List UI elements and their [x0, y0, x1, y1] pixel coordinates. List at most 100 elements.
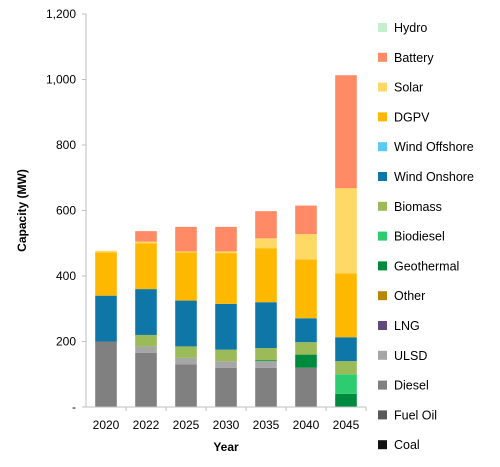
legend-label: Hydro — [394, 21, 427, 35]
legend-swatch — [378, 261, 387, 271]
legend-swatch — [378, 201, 387, 211]
y-tick-label: 200 — [56, 335, 76, 349]
bar-segment — [135, 334, 157, 347]
legend-swatch — [378, 321, 387, 330]
legend-swatch — [378, 440, 387, 450]
legend-swatch — [378, 82, 387, 92]
x-tick-label: 2040 — [293, 418, 320, 432]
x-tick-labels: 2020 2022 2025 2030 2035 2040 2045 — [93, 407, 367, 432]
legend-item: LNG — [378, 319, 420, 333]
y-tick-labels: - 200 400 600 800 1,000 1,200 — [46, 7, 86, 414]
bar-segment — [175, 226, 197, 252]
legend-label: LNG — [394, 319, 420, 333]
legend-swatch — [378, 52, 387, 62]
legend-item: Battery — [378, 51, 434, 65]
legend-item: Biomass — [378, 200, 442, 214]
x-tick-label: 2030 — [213, 418, 240, 432]
bar-segment — [255, 248, 277, 303]
bar-segment — [295, 354, 317, 368]
bar-segment — [215, 226, 237, 252]
legend-item: Biodiesel — [378, 230, 445, 244]
legend-swatch — [378, 23, 387, 32]
bar-segment — [295, 367, 317, 407]
y-tick-label: - — [72, 400, 76, 414]
bar-segment — [95, 341, 117, 407]
bar-segment — [135, 352, 157, 407]
legend-label: Biodiesel — [394, 230, 445, 244]
bar-segment — [295, 234, 317, 260]
legend-item: DGPV — [378, 110, 430, 124]
legend-label: Solar — [394, 81, 423, 95]
legend-label: Battery — [394, 51, 434, 65]
bar-segment — [135, 231, 157, 242]
y-tick-label: 400 — [56, 269, 76, 283]
legend-label: Geothermal — [394, 259, 459, 273]
bar-segment — [215, 303, 237, 350]
x-tick-label: 2025 — [173, 418, 200, 432]
legend-label: Fuel Oil — [394, 408, 437, 422]
x-tick-label: 2020 — [93, 418, 120, 432]
legend-item: Hydro — [378, 21, 427, 35]
y-tick-label: 1,200 — [46, 7, 76, 21]
legend-swatch — [378, 350, 387, 360]
legend-item: ULSD — [378, 349, 427, 363]
x-tick-label: 2045 — [333, 418, 360, 432]
bar-segment — [135, 241, 157, 244]
legend-label: Diesel — [394, 379, 429, 393]
bar-segment — [95, 250, 117, 253]
bar-segment — [215, 253, 237, 304]
bars-layer — [95, 75, 357, 407]
legend-label: Wind Offshore — [394, 140, 474, 154]
bar-segment — [255, 367, 277, 407]
legend-swatch — [378, 380, 387, 390]
bar-segment — [335, 273, 357, 338]
bar-segment — [255, 302, 277, 349]
bar-segment — [255, 211, 277, 239]
legend-label: DGPV — [394, 110, 430, 124]
legend-item: Fuel Oil — [378, 408, 437, 422]
legend-label: Wind Onshore — [394, 170, 474, 184]
bar-segment — [295, 342, 317, 355]
legend-swatch — [378, 291, 387, 301]
bar-segment — [295, 318, 317, 343]
bar-segment — [215, 349, 237, 362]
bar-segment — [255, 361, 277, 368]
y-tick-label: 600 — [56, 204, 76, 218]
x-tick-label: 2022 — [133, 418, 160, 432]
bar-segment — [135, 289, 157, 335]
legend-label: Biomass — [394, 200, 442, 214]
bar-segment — [255, 348, 277, 361]
legend-item: Wind Offshore — [378, 140, 474, 154]
bar-segment — [175, 251, 197, 253]
legend-swatch — [378, 112, 387, 122]
bar-segment — [175, 364, 197, 407]
legend-swatch — [378, 172, 387, 181]
bar-segment — [175, 357, 197, 365]
legend-item: Solar — [378, 81, 423, 95]
bar-segment — [255, 360, 277, 362]
legend-label: ULSD — [394, 349, 427, 363]
legend-item: Geothermal — [378, 259, 459, 273]
bar-segment — [335, 374, 357, 394]
bar-segment — [335, 188, 357, 274]
bar-segment — [175, 252, 197, 301]
bar-segment — [135, 243, 157, 290]
bar-segment — [335, 393, 357, 407]
bar-segment — [335, 75, 357, 189]
legend-item: Coal — [378, 438, 420, 452]
bar-segment — [135, 346, 157, 353]
bar-segment — [95, 295, 117, 342]
legend-swatch — [378, 142, 387, 152]
legend-label: Coal — [394, 438, 420, 452]
bar-segment — [215, 361, 237, 368]
bar-segment — [335, 361, 357, 375]
bar-segment — [95, 252, 117, 296]
bar-segment — [335, 337, 357, 362]
x-tick-label: 2035 — [253, 418, 280, 432]
x-axis-title: Year — [213, 440, 239, 454]
legend-item: Diesel — [378, 379, 429, 393]
bar-segment — [175, 300, 197, 347]
bar-segment — [215, 251, 237, 254]
bar-segment — [295, 259, 317, 319]
legend-item: Other — [378, 289, 425, 303]
